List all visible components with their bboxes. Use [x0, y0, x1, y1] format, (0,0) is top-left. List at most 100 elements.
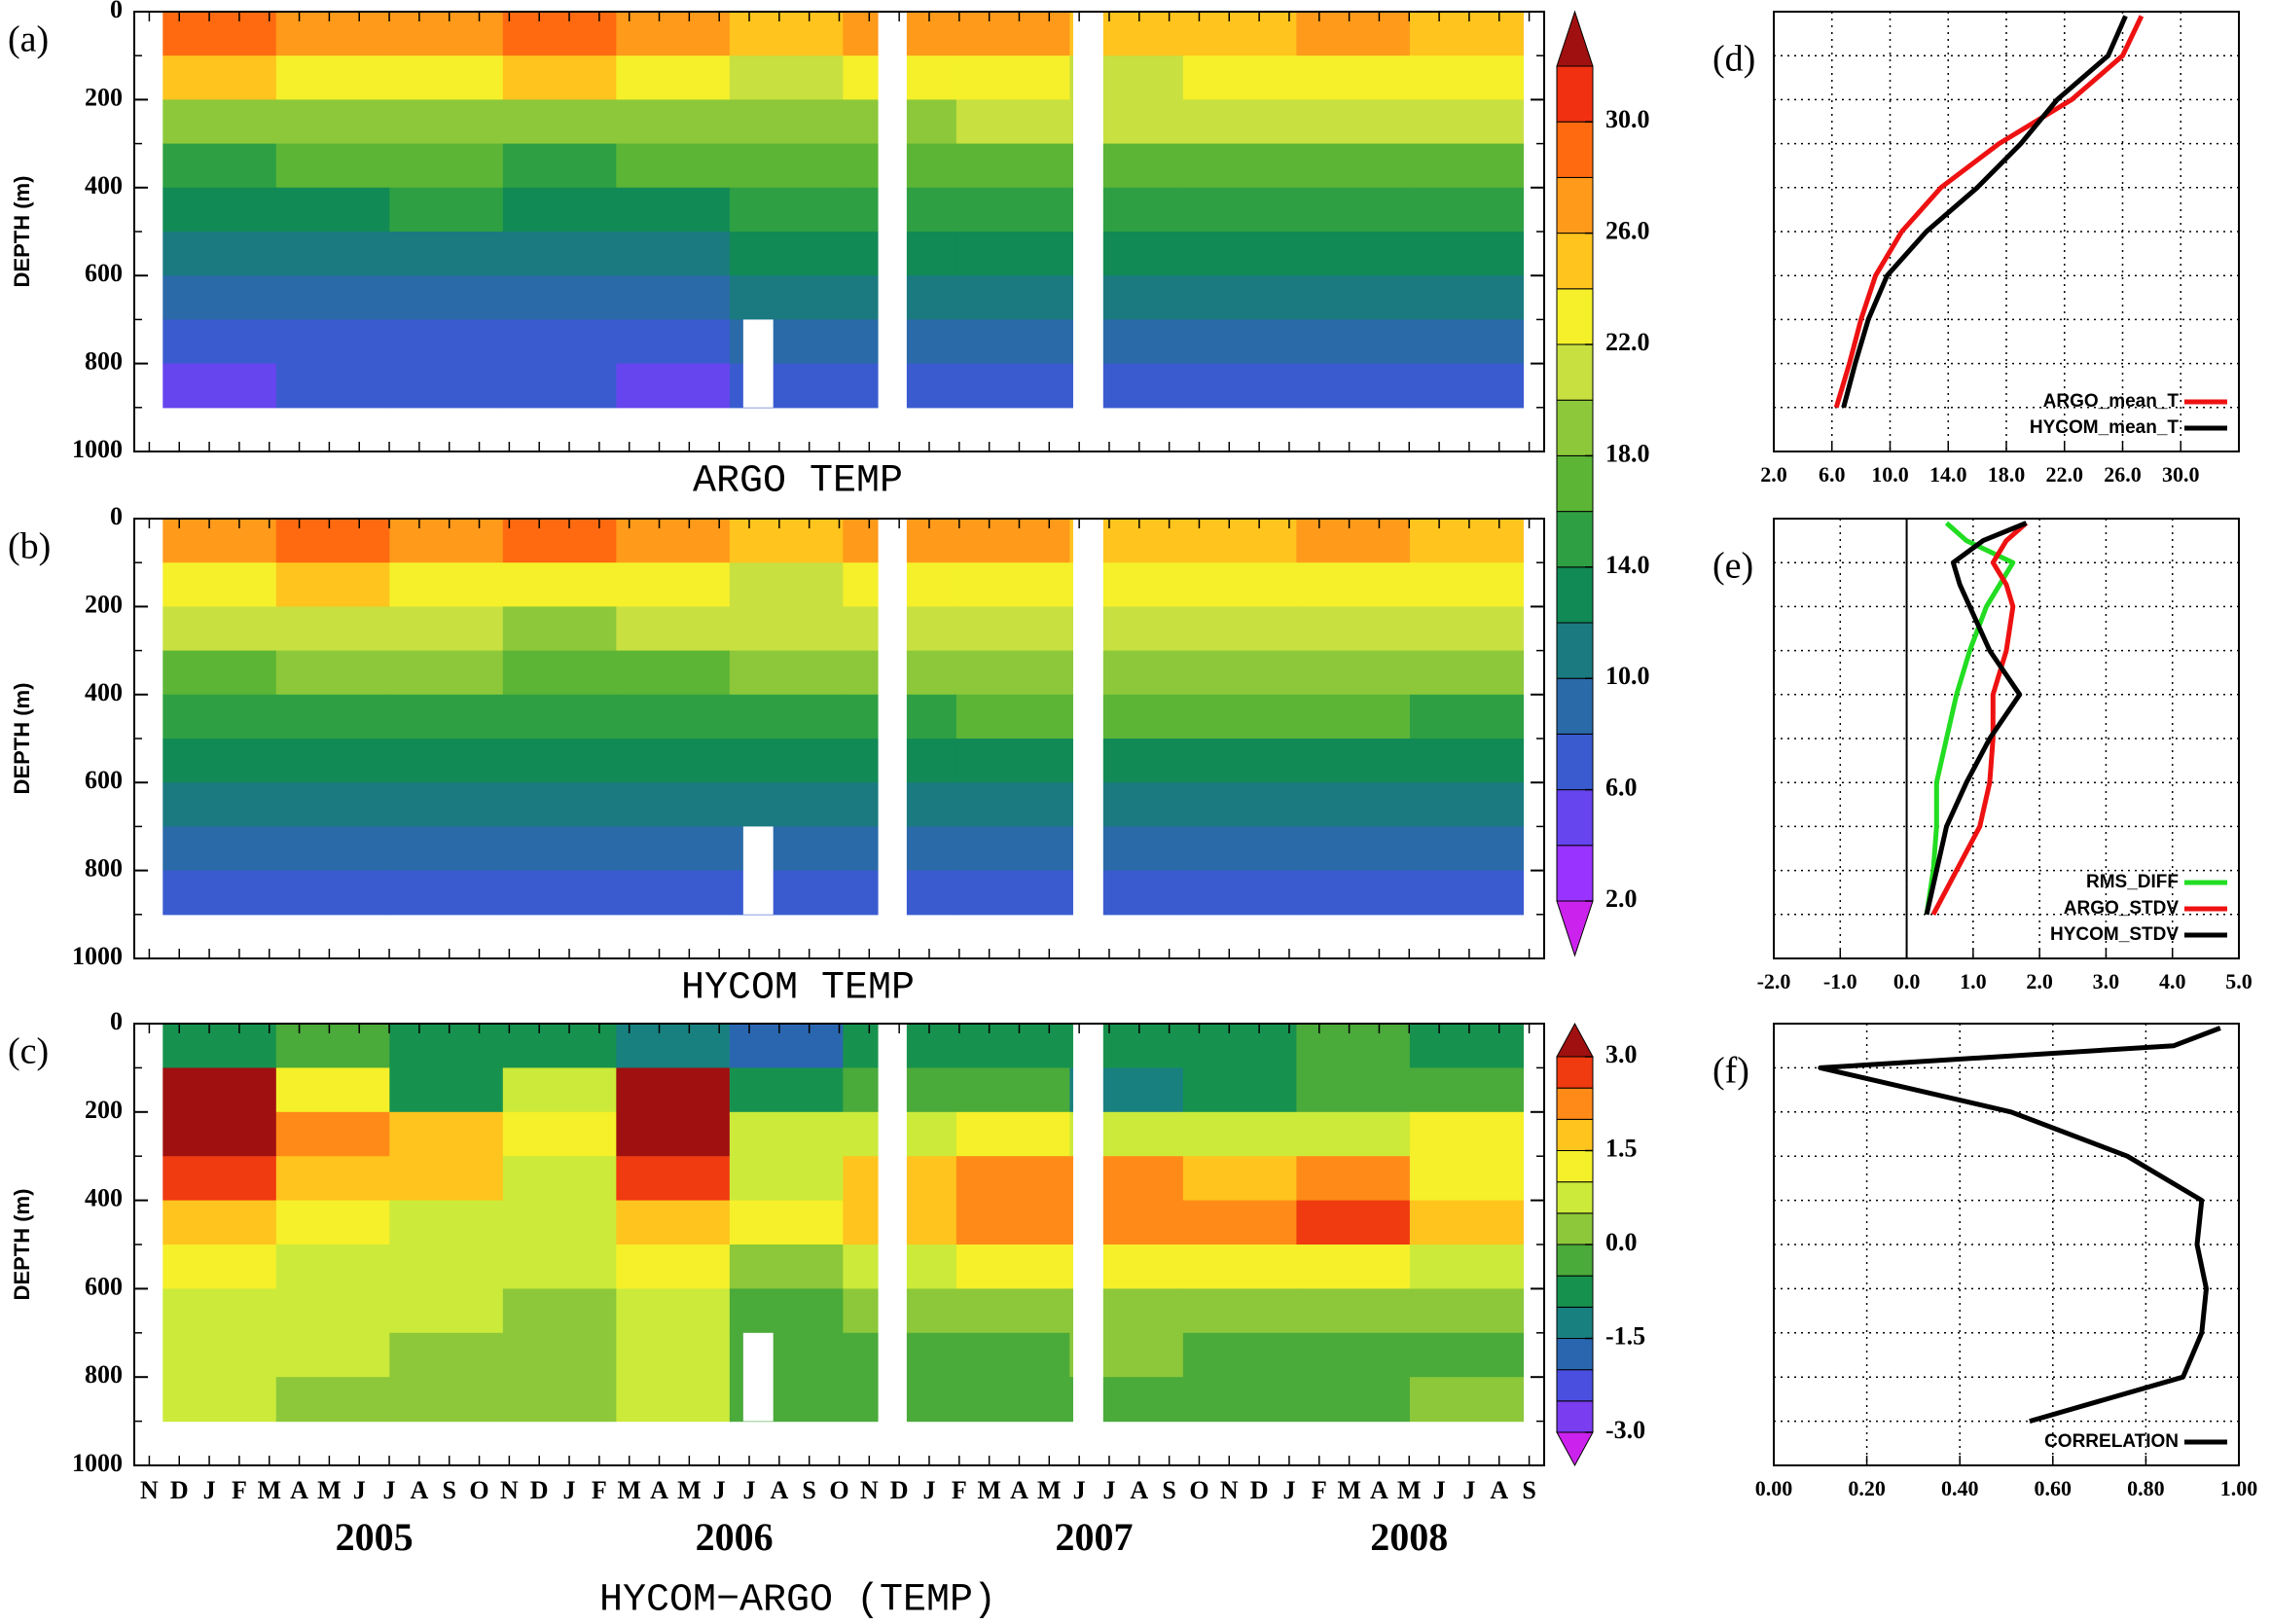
contour-cell	[389, 1200, 504, 1245]
x-tick-label: M	[677, 1476, 702, 1504]
contour-cell	[389, 826, 504, 872]
contour-cell	[389, 694, 504, 740]
x-tick-label: N	[1220, 1476, 1239, 1504]
contour-cell	[1182, 650, 1297, 696]
x-tick-label: 5.0	[2225, 969, 2253, 993]
contour-cell	[729, 1111, 844, 1157]
x-tick-label: 0.80	[2127, 1476, 2165, 1500]
x-tick-label: M	[977, 1476, 1001, 1504]
contour-cell	[389, 870, 504, 916]
colorbar-band	[1556, 789, 1594, 847]
contour-cell	[162, 187, 277, 233]
contour-cell	[1409, 1245, 1525, 1289]
contour-cell	[1296, 232, 1411, 276]
colorbar-band	[1556, 1087, 1594, 1120]
contour-cell	[162, 1377, 277, 1423]
contour-cell	[955, 55, 1070, 100]
contour-cell	[389, 562, 504, 607]
x-tick-label: 0.0	[1893, 969, 1921, 993]
contour-cell	[275, 1156, 390, 1202]
contour-cell	[1409, 870, 1525, 916]
contour-cell	[1182, 1024, 1297, 1068]
data-gap	[878, 518, 907, 959]
x-tick-label: J	[1462, 1476, 1475, 1504]
contour-cell	[502, 562, 617, 607]
colorbar-tick-label: 14.0	[1605, 551, 1650, 579]
contour-cell	[955, 1377, 1070, 1423]
contour-cell	[502, 519, 617, 563]
contour-cell	[955, 1111, 1070, 1157]
contour-cell	[389, 187, 504, 233]
contour-cell	[275, 519, 390, 563]
contour-cell	[1182, 870, 1297, 916]
contour-cell	[1182, 826, 1297, 872]
colorbar-band	[1556, 65, 1594, 123]
contour-cell	[275, 870, 390, 916]
x-tick-label: J	[1073, 1476, 1086, 1504]
contour-cell	[729, 187, 844, 233]
x-tick-label: S	[802, 1476, 815, 1504]
x-tick-label: S	[1162, 1476, 1175, 1504]
colorbar-band	[1556, 511, 1594, 568]
contour-cell	[955, 12, 1070, 56]
y-tick-label: 0	[110, 0, 123, 23]
contour-cell	[1182, 1332, 1297, 1378]
contour-cell	[955, 782, 1070, 827]
colorbar-tick-label: -3.0	[1605, 1416, 1645, 1444]
contour-cell	[1409, 650, 1525, 696]
contour-cell	[275, 650, 390, 696]
contour-cell	[389, 606, 504, 652]
x-tick-label: 18.0	[1988, 462, 2026, 487]
contour-cell	[955, 99, 1070, 145]
profile-line	[1841, 15, 2128, 409]
contour-cell	[275, 143, 390, 189]
contour-cell	[275, 1111, 390, 1157]
contour-cell	[389, 232, 504, 276]
colorbar-tick-label: 1.5	[1605, 1134, 1638, 1162]
contour-cell	[1409, 1377, 1525, 1423]
contour-cell	[1296, 99, 1411, 145]
x-tick-label: J	[353, 1476, 366, 1504]
contour-cell	[502, 1067, 617, 1113]
contour-cell	[616, 1245, 731, 1289]
contour-cell	[616, 187, 731, 233]
colorbar-band	[1556, 399, 1594, 456]
contour-cell	[389, 739, 504, 783]
contour-cell	[1296, 1111, 1411, 1157]
contour-cell	[955, 232, 1070, 276]
contour-cell	[1296, 1288, 1411, 1334]
contour-cell	[1409, 363, 1525, 409]
contour-cell	[389, 1377, 504, 1423]
x-tick-label: D	[1250, 1476, 1269, 1504]
contour-cell	[616, 275, 731, 320]
contour-cell	[955, 363, 1070, 409]
x-tick-label: J	[203, 1476, 216, 1504]
contour-cell	[389, 782, 504, 827]
contour-cell	[502, 1156, 617, 1202]
contour-cell	[616, 826, 731, 872]
contour-cell	[616, 606, 731, 652]
contour-cell	[729, 1200, 844, 1245]
contour-cell	[162, 562, 277, 607]
colorbar-band	[1556, 845, 1594, 902]
colorbar-band	[1556, 677, 1594, 735]
x-tick-label: A	[1490, 1476, 1508, 1504]
contour-cell	[275, 55, 390, 100]
contour-cell	[1409, 1288, 1525, 1334]
contour-cell	[275, 1332, 390, 1378]
contour-cell	[1296, 1377, 1411, 1423]
colorbar-band	[1556, 1338, 1594, 1371]
contour-cell	[1409, 99, 1525, 145]
y-tick-label: 1000	[72, 942, 123, 970]
colorbar-tick-label: -1.5	[1605, 1321, 1645, 1350]
y-tick-label: 800	[85, 1360, 123, 1389]
contour-cell	[1182, 55, 1297, 100]
legend-label: HYCOM_STDV	[2050, 924, 2179, 945]
legend-label: RMS_DIFF	[2086, 872, 2179, 892]
contour-cell	[502, 870, 617, 916]
colorbar-tick-label: 0.0	[1605, 1228, 1638, 1256]
contour-cell	[275, 562, 390, 607]
year-label: 2006	[696, 1515, 774, 1559]
x-tick-label: 0.60	[2035, 1476, 2073, 1500]
contour-cell	[1409, 1156, 1525, 1202]
